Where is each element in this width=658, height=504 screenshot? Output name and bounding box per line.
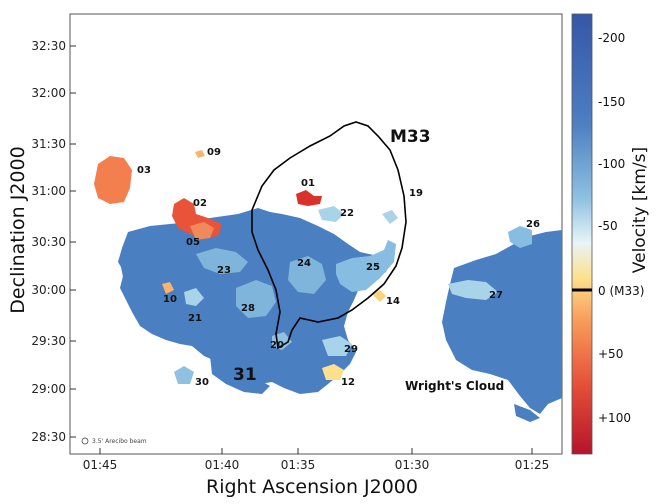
cloud-label-30: 30 — [195, 377, 209, 388]
cloud-09-blob — [195, 150, 205, 158]
y-axis: 32:30 32:00 31:30 31:00 30:30 30:00 29:3… — [31, 39, 76, 444]
bulk-emission-wrights-cloud — [442, 230, 562, 414]
cloud-14-blob — [372, 290, 386, 302]
cloud-label-27: 27 — [489, 290, 503, 301]
y-tick-label: 32:00 — [31, 86, 66, 100]
cb-tick-label: +100 — [598, 411, 631, 425]
light-patch-25 — [336, 240, 396, 292]
y-tick-label: 29:30 — [31, 334, 66, 348]
x-tick-label: 01:30 — [395, 458, 430, 472]
x-tick-label: 01:45 — [83, 458, 118, 472]
light-patch-28 — [236, 280, 276, 318]
cb-tick-label: -100 — [598, 157, 625, 171]
light-patch-30 — [174, 366, 194, 384]
cloud-label-09: 09 — [207, 147, 221, 158]
colorbar — [571, 13, 593, 455]
x-tick-label: 01:35 — [281, 458, 316, 472]
cloud-label-20: 20 — [270, 340, 284, 351]
m33-label: M33 — [390, 127, 431, 147]
cloud-label-05: 05 — [186, 237, 200, 248]
light-patch-19 — [382, 210, 398, 224]
cloud-03-blob — [94, 156, 132, 204]
light-patch-27 — [448, 280, 498, 300]
x-axis-label: Right Ascension J2000 — [206, 476, 418, 498]
cloud-labels: 01 02 03 05 09 10 12 14 19 20 21 22 23 2… — [137, 147, 540, 388]
hi-emission-map — [94, 121, 562, 422]
cloud-label-21: 21 — [188, 313, 202, 324]
cloud-label-14: 14 — [386, 296, 400, 307]
cloud-01-blob — [296, 190, 322, 206]
y-tick-label: 30:00 — [31, 283, 66, 297]
y-axis-label: Declination J2000 — [7, 146, 29, 313]
y-tick-label: 31:30 — [31, 137, 66, 151]
cloud-05-blob — [190, 222, 214, 240]
bulk-emission-south — [210, 356, 270, 394]
m33-outline — [251, 121, 407, 350]
cb-tick-label: +50 — [598, 347, 623, 361]
cloud-label-23: 23 — [217, 265, 231, 276]
cb-tick-label: -50 — [598, 219, 618, 233]
light-patch-21 — [184, 288, 204, 306]
y-tick-label: 28:30 — [31, 430, 66, 444]
bulk-emission-wrights-tail — [514, 404, 540, 422]
cloud-label-10: 10 — [163, 294, 177, 305]
cloud-10-blob — [162, 282, 174, 294]
cloud-label-03: 03 — [137, 165, 151, 176]
cloud-label-24: 24 — [297, 258, 311, 269]
y-tick-label: 30:30 — [31, 235, 66, 249]
wrights-cloud-label: Wright's Cloud — [405, 379, 504, 393]
cloud-12-blob — [322, 364, 344, 380]
m31-label: 31 — [233, 365, 257, 385]
x-tick-label: 01:25 — [515, 458, 550, 472]
bulk-emission-left-edge — [120, 258, 142, 282]
x-tick-label: 01:40 — [205, 458, 240, 472]
cloud-label-22: 22 — [340, 208, 354, 219]
cloud-label-28: 28 — [241, 303, 255, 314]
cloud-label-29: 29 — [344, 344, 358, 355]
cloud-label-12: 12 — [341, 377, 355, 388]
colorbar-title: Velocity [km/s] — [630, 147, 650, 273]
colorbar-ticks: -200 -150 -100 -50 0 (M33) +50 +100 — [598, 31, 644, 425]
beam-label: 3.5' Arecibo beam — [92, 438, 147, 445]
light-patch-26 — [508, 226, 532, 248]
light-patch-22 — [318, 206, 344, 222]
y-tick-label: 32:30 — [31, 39, 66, 53]
cloud-label-19: 19 — [409, 188, 423, 199]
light-patch-23 — [196, 248, 248, 274]
y-tick-label: 29:00 — [31, 382, 66, 396]
beam-circle — [81, 437, 89, 445]
cloud-label-01: 01 — [301, 178, 315, 189]
cloud-label-25: 25 — [366, 262, 380, 273]
light-patch-29 — [322, 336, 352, 356]
y-tick-label: 31:00 — [31, 184, 66, 198]
x-axis: 01:45 01:40 01:35 01:30 01:25 — [83, 448, 550, 472]
cb-tick-label: -150 — [598, 95, 625, 109]
light-patch-24 — [288, 256, 326, 294]
cb-tick-label: -200 — [598, 31, 625, 45]
cloud-label-02: 02 — [193, 198, 207, 209]
cb-tick-label: 0 (M33) — [598, 284, 644, 298]
cloud-label-26: 26 — [526, 219, 540, 230]
